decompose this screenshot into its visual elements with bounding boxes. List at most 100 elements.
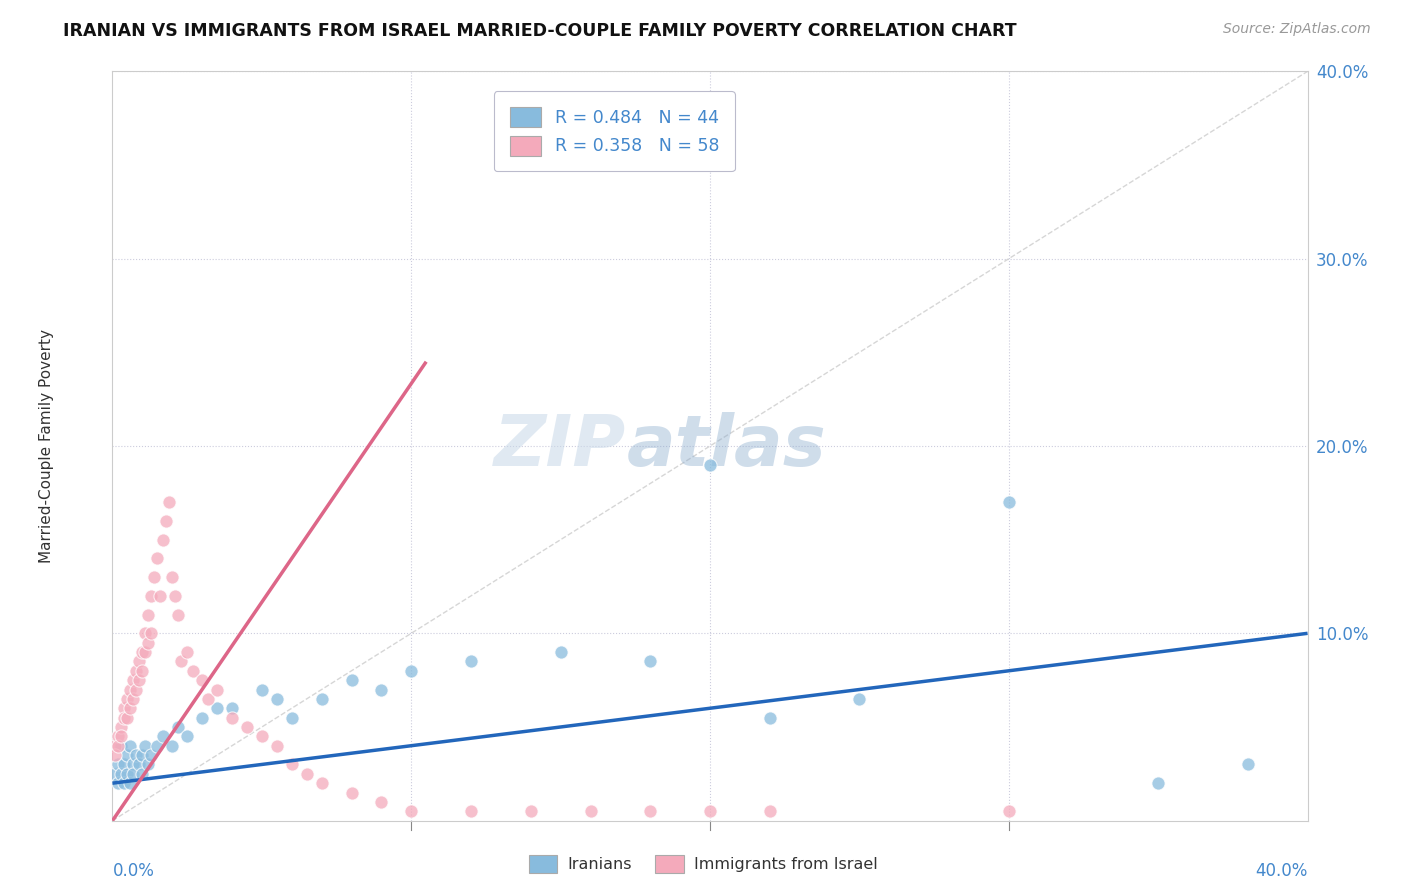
- Point: [520, 805, 543, 819]
- Point: [120, 701, 142, 715]
- Point: [107, 730, 129, 744]
- Point: [250, 730, 273, 744]
- Point: [699, 458, 721, 472]
- Point: [122, 673, 145, 688]
- Point: [138, 635, 160, 649]
- Text: 0.0%: 0.0%: [112, 862, 155, 880]
- Point: [176, 730, 198, 744]
- Point: [640, 805, 662, 819]
- Point: [152, 533, 174, 547]
- Point: [370, 682, 392, 697]
- Point: [107, 757, 129, 772]
- Point: [197, 692, 219, 706]
- Point: [162, 570, 183, 584]
- Point: [157, 495, 180, 509]
- Text: atlas: atlas: [627, 411, 827, 481]
- Point: [131, 747, 153, 762]
- Point: [120, 682, 142, 697]
- Point: [170, 655, 193, 669]
- Point: [110, 767, 132, 781]
- Point: [134, 626, 156, 640]
- Point: [401, 664, 423, 678]
- Point: [167, 607, 190, 622]
- Point: [104, 747, 127, 762]
- Point: [401, 805, 423, 819]
- Point: [131, 664, 153, 678]
- Point: [107, 739, 129, 753]
- Point: [110, 739, 132, 753]
- Point: [460, 655, 482, 669]
- Point: [181, 664, 204, 678]
- Point: [162, 739, 183, 753]
- Legend: R = 0.484   N = 44, R = 0.358   N = 58: R = 0.484 N = 44, R = 0.358 N = 58: [494, 91, 735, 171]
- Point: [128, 673, 150, 688]
- Point: [128, 655, 150, 669]
- Point: [152, 730, 174, 744]
- Point: [110, 730, 132, 744]
- Point: [295, 767, 318, 781]
- Point: [114, 776, 135, 790]
- Point: [250, 682, 273, 697]
- Point: [125, 747, 148, 762]
- Point: [114, 757, 135, 772]
- Point: [104, 767, 127, 781]
- Point: [848, 692, 870, 706]
- Point: [221, 710, 243, 724]
- Point: [146, 739, 169, 753]
- Text: IRANIAN VS IMMIGRANTS FROM ISRAEL MARRIED-COUPLE FAMILY POVERTY CORRELATION CHAR: IRANIAN VS IMMIGRANTS FROM ISRAEL MARRIE…: [63, 22, 1017, 40]
- Point: [281, 757, 304, 772]
- Point: [311, 692, 333, 706]
- Point: [125, 664, 148, 678]
- Point: [205, 682, 228, 697]
- Point: [340, 673, 363, 688]
- Point: [460, 805, 482, 819]
- Point: [114, 710, 135, 724]
- Point: [1237, 757, 1260, 772]
- Point: [149, 589, 172, 603]
- Point: [122, 757, 145, 772]
- Point: [340, 786, 363, 800]
- Point: [205, 701, 228, 715]
- Point: [107, 776, 129, 790]
- Point: [110, 720, 132, 734]
- Point: [176, 645, 198, 659]
- Point: [141, 626, 163, 640]
- Point: [146, 551, 169, 566]
- Point: [759, 710, 782, 724]
- Point: [266, 739, 288, 753]
- Point: [699, 805, 721, 819]
- Point: [143, 570, 166, 584]
- Text: ZIP: ZIP: [494, 411, 627, 481]
- Point: [998, 805, 1021, 819]
- Point: [221, 701, 243, 715]
- Point: [640, 655, 662, 669]
- Point: [117, 692, 139, 706]
- Point: [998, 495, 1021, 509]
- Point: [104, 739, 127, 753]
- Point: [141, 589, 163, 603]
- Point: [236, 720, 259, 734]
- Text: Married-Couple Family Poverty: Married-Couple Family Poverty: [39, 329, 55, 563]
- Point: [266, 692, 288, 706]
- Point: [134, 645, 156, 659]
- Text: 40.0%: 40.0%: [1256, 862, 1308, 880]
- Point: [579, 805, 602, 819]
- Point: [550, 645, 572, 659]
- Point: [120, 739, 142, 753]
- Point: [311, 776, 333, 790]
- Point: [122, 692, 145, 706]
- Point: [1147, 776, 1170, 790]
- Point: [117, 710, 139, 724]
- Point: [134, 739, 156, 753]
- Point: [138, 757, 160, 772]
- Point: [128, 757, 150, 772]
- Point: [167, 720, 190, 734]
- Point: [370, 795, 392, 809]
- Point: [141, 747, 163, 762]
- Point: [155, 514, 177, 528]
- Point: [131, 767, 153, 781]
- Point: [117, 767, 139, 781]
- Point: [117, 747, 139, 762]
- Legend: Iranians, Immigrants from Israel: Iranians, Immigrants from Israel: [522, 848, 884, 880]
- Point: [759, 805, 782, 819]
